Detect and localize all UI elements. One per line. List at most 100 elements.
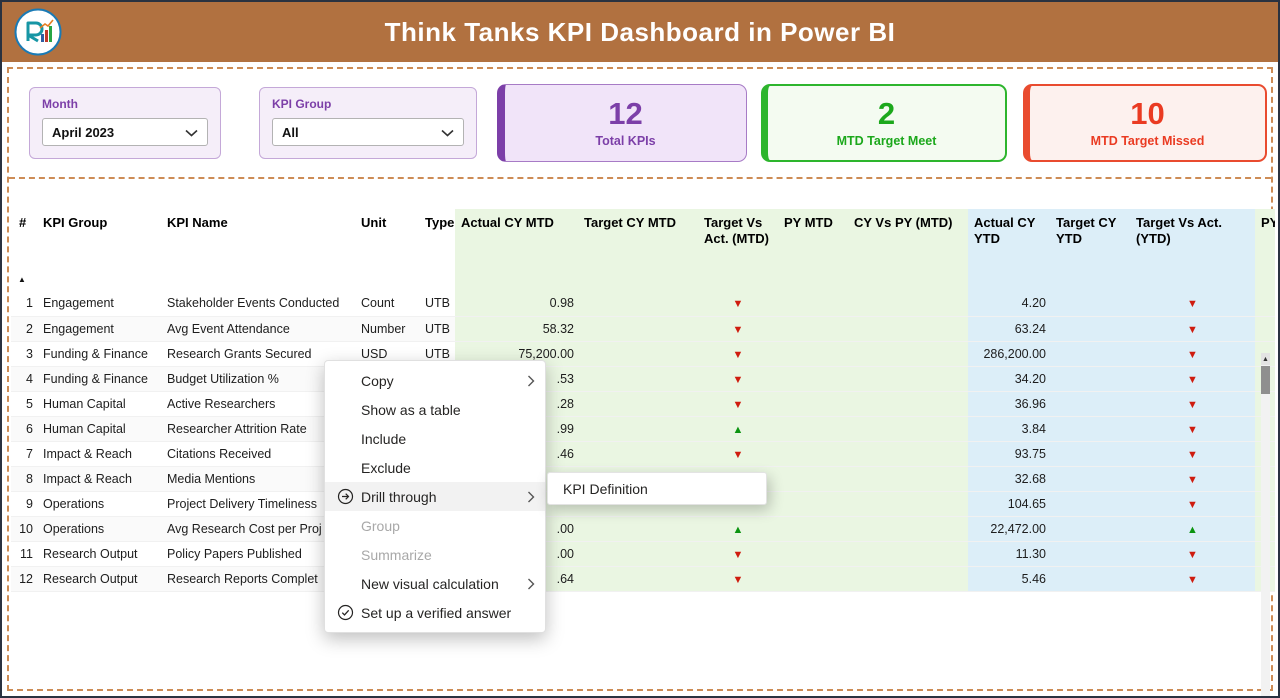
table-cell (578, 341, 698, 367)
kpi-table: # ▲ KPI Group KPI Name Unit Type Actual CY MTD… (11, 209, 1275, 592)
menu-item-drill-through[interactable]: Drill through (325, 482, 545, 511)
report-canvas: Month April 2023 KPI Group All (7, 67, 1275, 696)
table-cell (1050, 541, 1130, 567)
table-cell: Research Output (37, 566, 161, 592)
table-row[interactable]: 11 Research Output Policy Papers Published… (11, 541, 1275, 567)
table-cell: Citations Received (161, 441, 355, 467)
status-indicator-cell: ▼ (698, 316, 778, 342)
table-cell: UTB (419, 291, 455, 317)
up-triangle-icon: ▲ (1187, 523, 1198, 536)
table-cell: 0.98 (455, 291, 578, 317)
table-cell: Impact & Reach (37, 441, 161, 467)
table-row[interactable]: 4 Funding & Finance Budget Utilization % .5… (11, 366, 1275, 392)
month-slicer-label: Month (42, 97, 78, 111)
sort-ascending-icon: ▲ (18, 275, 26, 284)
chevron-right-icon (527, 375, 535, 387)
status-indicator-cell: ▼ (1130, 416, 1255, 442)
table-cell: 2 (11, 316, 37, 342)
table-cell (848, 416, 968, 442)
scrollbar-thumb[interactable] (1261, 366, 1270, 394)
menu-item-label: Drill through (361, 488, 437, 505)
menu-item-label: Exclude (361, 459, 411, 476)
menu-item-label: Summarize (361, 546, 432, 563)
table-cell: Funding & Finance (37, 366, 161, 392)
scroll-up-icon[interactable]: ▲ (1261, 353, 1270, 365)
column-header-kpi-name[interactable]: KPI Name (167, 215, 228, 230)
table-cell (578, 391, 698, 417)
table-row[interactable]: 6 Human Capital Researcher Attrition Rate.… (11, 416, 1275, 442)
table-cell (848, 391, 968, 417)
table-cell: 286,200.00 (968, 341, 1050, 367)
column-header-target-vs-act-ytd[interactable]: Target Vs Act. (YTD) (1130, 209, 1255, 291)
table-cell (1050, 291, 1130, 317)
column-header-actual-cy-mtd[interactable]: Actual CY MTD (455, 209, 578, 291)
menu-item-copy[interactable]: Copy (325, 366, 545, 395)
column-header-actual-cy-ytd[interactable]: Actual CY YTD (968, 209, 1050, 291)
table-row[interactable]: 3 Funding & Finance Research Grants Secure… (11, 341, 1275, 367)
status-indicator-cell: ▲ (698, 516, 778, 542)
down-triangle-icon: ▼ (1187, 448, 1198, 461)
table-cell: 8 (11, 466, 37, 492)
vertical-scrollbar[interactable]: ▲ (1261, 353, 1270, 696)
column-header-num[interactable]: # ▲ (18, 215, 27, 284)
table-row[interactable]: 2 Engagement Avg Event Attendance Number UTB… (11, 316, 1275, 342)
table-cell (578, 316, 698, 342)
table-cell: Human Capital (37, 416, 161, 442)
chevron-right-icon (527, 491, 535, 503)
status-indicator-cell: ▼ (1130, 566, 1255, 592)
total-kpis-label: Total KPIs (595, 133, 656, 148)
status-indicator-cell: ▼ (698, 291, 778, 317)
column-header-unit[interactable]: Unit (361, 215, 387, 230)
menu-item-include[interactable]: Include (325, 424, 545, 453)
table-cell: Funding & Finance (37, 341, 161, 367)
menu-item-set-up-a-verified-answer[interactable]: Set up a verified answer (325, 598, 545, 627)
kpi-group-dropdown[interactable]: All (272, 118, 464, 146)
table-cell: 4.20 (968, 291, 1050, 317)
table-cell: Budget Utilization % (161, 366, 355, 392)
column-header-cy-vs-py-mtd[interactable]: CY Vs PY (MTD) (848, 209, 968, 291)
column-header-py[interactable]: PY (1255, 209, 1275, 291)
submenu-item-kpi-definition[interactable]: KPI Definition (563, 480, 648, 497)
table-cell: Operations (37, 516, 161, 542)
table-cell (778, 416, 848, 442)
down-triangle-icon: ▼ (732, 398, 744, 411)
table-cell: Policy Papers Published (161, 541, 355, 567)
table-cell: 4 (11, 366, 37, 392)
menu-item-show-as-a-table[interactable]: Show as a table (325, 395, 545, 424)
table-cell (778, 566, 848, 592)
table-cell: 22,472.00 (968, 516, 1050, 542)
column-header-target-cy-ytd[interactable]: Target CY YTD (1050, 209, 1130, 291)
table-cell (1050, 366, 1130, 392)
down-triangle-icon: ▼ (1187, 398, 1198, 411)
menu-item-new-visual-calculation[interactable]: New visual calculation (325, 569, 545, 598)
table-cell: 36.96 (968, 391, 1050, 417)
mtd-target-missed-label: MTD Target Missed (1090, 133, 1205, 148)
column-header-type[interactable]: Type (425, 215, 455, 230)
down-triangle-icon: ▼ (732, 373, 744, 386)
kpi-group-slicer: KPI Group All (259, 87, 477, 159)
drill-through-icon (337, 488, 361, 505)
menu-item-exclude[interactable]: Exclude (325, 453, 545, 482)
status-indicator-cell: ▼ (698, 341, 778, 367)
month-slicer: Month April 2023 (29, 87, 221, 159)
column-header-target-cy-mtd[interactable]: Target CY MTD (578, 209, 698, 291)
table-row[interactable]: 10 Operations Avg Research Cost per Proj .0… (11, 516, 1275, 542)
month-dropdown[interactable]: April 2023 (42, 118, 208, 146)
table-row[interactable]: 5 Human Capital Active Researchers .28 ▼ 36.9… (11, 391, 1275, 417)
table-row[interactable]: 7 Impact & Reach Citations Received .46 ▼ 93.… (11, 441, 1275, 467)
table-cell: Research Grants Secured (161, 341, 355, 367)
report-header: Think Tanks KPI Dashboard in Power BI (2, 2, 1278, 62)
kpi-group-dropdown-value: All (282, 124, 299, 140)
column-header-target-vs-act-mtd[interactable]: Target Vs Act. (MTD) (698, 209, 778, 291)
chevron-down-icon (185, 125, 198, 140)
table-row[interactable]: 1 Engagement Stakeholder Events Conducted C… (11, 291, 1275, 317)
status-indicator-cell: ▼ (1130, 341, 1255, 367)
down-triangle-icon: ▼ (732, 573, 744, 586)
table-cell (848, 341, 968, 367)
total-kpis-value: 12 (608, 96, 643, 132)
table-row[interactable]: 12 Research Output Research Reports Comple… (11, 566, 1275, 592)
table-header-row: # ▲ KPI Group KPI Name Unit Type Actual CY MTD… (11, 209, 1275, 291)
column-header-kpi-group[interactable]: KPI Group (43, 215, 108, 230)
column-header-py-mtd[interactable]: PY MTD (778, 209, 848, 291)
table-cell: Avg Event Attendance (161, 316, 355, 342)
